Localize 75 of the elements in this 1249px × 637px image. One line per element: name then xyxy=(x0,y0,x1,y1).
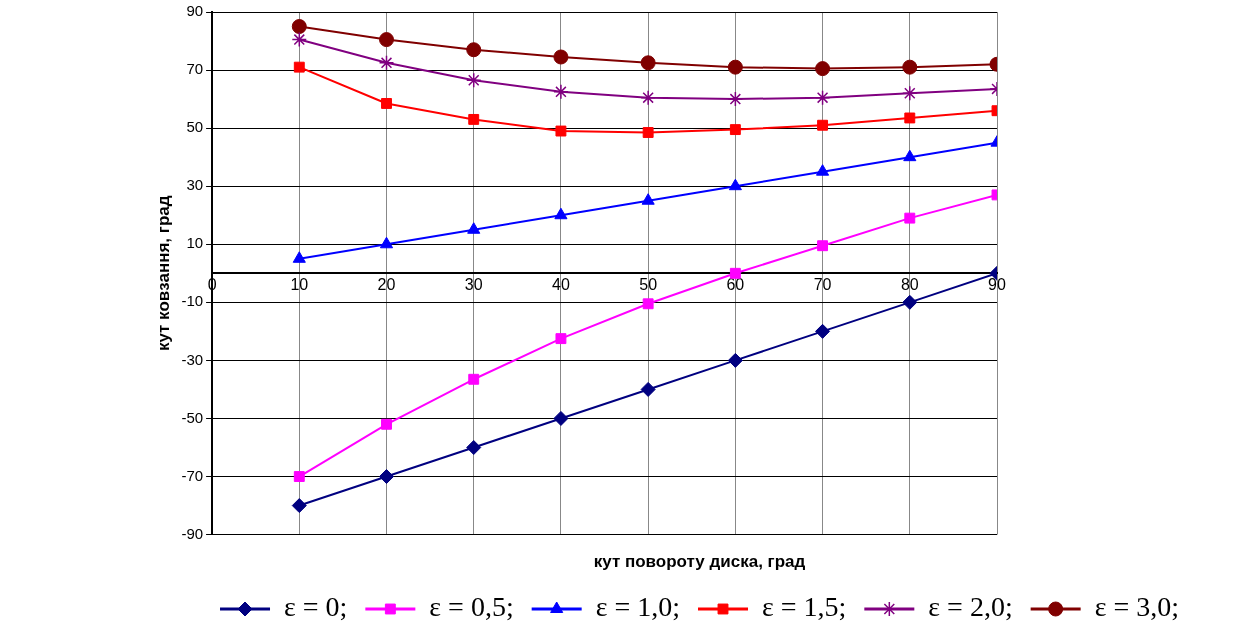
point xyxy=(381,418,392,430)
point xyxy=(468,113,480,125)
point xyxy=(903,149,917,162)
legend-label: ε = 0; xyxy=(284,591,348,623)
point xyxy=(291,498,307,514)
x-tick-label: 40 xyxy=(552,276,570,294)
x-tick-label: 70 xyxy=(813,276,832,294)
point xyxy=(292,251,306,263)
point xyxy=(815,323,831,339)
point xyxy=(640,89,656,106)
point xyxy=(553,49,569,65)
point xyxy=(727,352,743,368)
x-tick-label: 90 xyxy=(988,276,1006,294)
point xyxy=(904,212,916,224)
x-tick-label: 10 xyxy=(290,276,309,294)
point xyxy=(727,59,743,75)
point xyxy=(904,112,916,124)
y-tick-label: 30 xyxy=(186,176,204,194)
point xyxy=(642,298,654,310)
y-tick-label: 10 xyxy=(186,234,204,252)
y-tick-label: -30 xyxy=(181,350,204,368)
point xyxy=(816,164,830,176)
legend-label: ε = 1,5; xyxy=(762,591,847,623)
point xyxy=(902,85,918,102)
point xyxy=(817,240,829,252)
x-tick-label: 80 xyxy=(900,276,919,294)
legend-label: ε = 1,0; xyxy=(595,591,680,623)
point xyxy=(641,193,655,205)
point xyxy=(378,55,395,71)
y-tick-label: -70 xyxy=(181,466,204,484)
y-tick-label: 70 xyxy=(186,60,204,78)
point xyxy=(640,381,656,397)
point xyxy=(468,373,480,385)
point xyxy=(642,127,654,138)
y-tick-label: 90 xyxy=(186,2,204,20)
point xyxy=(379,469,395,485)
point xyxy=(555,125,567,137)
point xyxy=(729,124,741,136)
point xyxy=(293,471,305,482)
point xyxy=(379,32,395,48)
point xyxy=(554,207,568,220)
point xyxy=(465,72,482,88)
y-tick-label: 50 xyxy=(186,118,204,136)
point xyxy=(291,19,307,35)
point xyxy=(902,294,918,310)
point xyxy=(814,89,831,106)
point xyxy=(466,440,482,455)
x-tick-label: 60 xyxy=(726,276,745,294)
point xyxy=(379,236,394,249)
x-tick-label: 20 xyxy=(377,276,396,294)
y-tick-label: -90 xyxy=(181,524,204,542)
point xyxy=(291,31,308,48)
point xyxy=(729,267,741,279)
x-tick-label: 50 xyxy=(639,276,658,294)
point xyxy=(381,98,392,109)
legend-label: ε = 0,5; xyxy=(429,591,514,623)
x-axis-title: кут повороту диска, град xyxy=(593,552,806,572)
y-tick-label: -50 xyxy=(181,408,204,426)
point xyxy=(466,42,482,58)
point xyxy=(815,61,831,77)
y-tick-label: -10 xyxy=(181,292,204,310)
legend-label: ε = 3,0; xyxy=(1094,591,1179,623)
point xyxy=(555,333,567,345)
point xyxy=(553,84,569,100)
point xyxy=(902,59,918,75)
x-tick-label: 30 xyxy=(464,276,483,294)
point xyxy=(293,61,305,73)
y-axis-title: кут ковзання, град xyxy=(153,195,173,352)
point xyxy=(553,410,569,426)
point xyxy=(640,55,656,71)
point xyxy=(467,222,481,234)
legend-label: ε = 2,0; xyxy=(928,591,1013,623)
point xyxy=(817,119,829,131)
point xyxy=(727,91,744,107)
point xyxy=(728,178,742,191)
